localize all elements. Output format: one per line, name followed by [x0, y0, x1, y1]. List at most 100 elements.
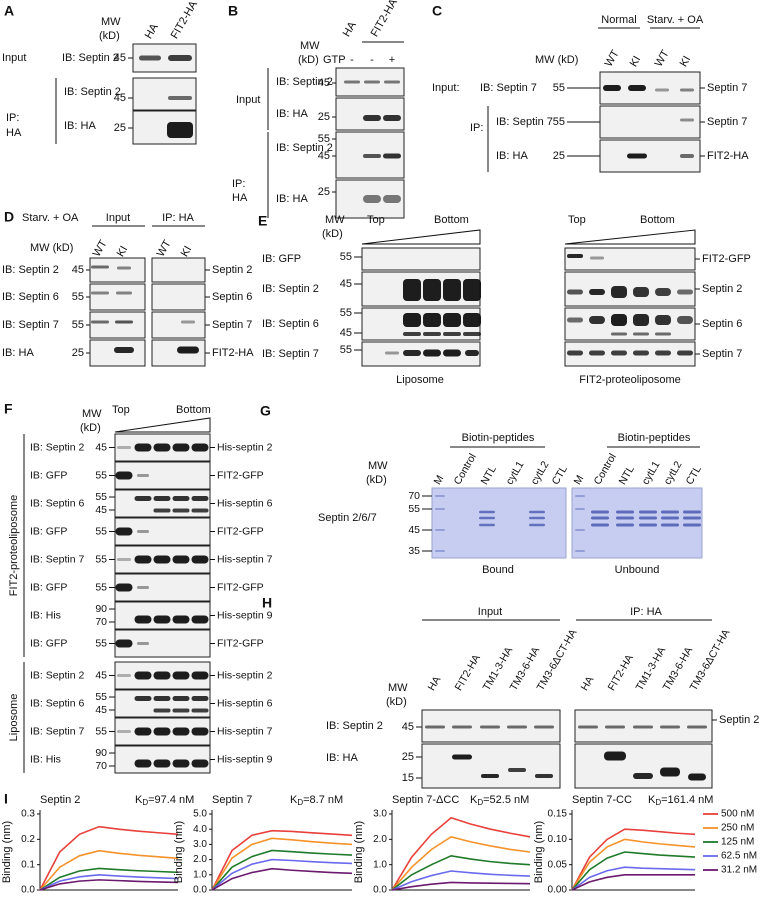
band [481, 774, 499, 778]
band [137, 586, 149, 589]
label: IB: HA [326, 752, 358, 764]
label: IB: Septin 6 [30, 697, 84, 709]
band [191, 727, 209, 736]
label: Input: [432, 82, 460, 94]
band [153, 615, 171, 624]
label: IB: GFP [30, 637, 67, 649]
blot [151, 339, 206, 367]
group-label: Liposome [8, 694, 20, 742]
kd-annotation: KD=52.5 nM [470, 794, 529, 807]
label: Biotin-peptides [462, 432, 535, 444]
label: 45 [318, 77, 330, 89]
gel [431, 487, 567, 559]
gel-band [575, 495, 585, 497]
y-tick-label: 0.1 [21, 859, 35, 870]
label: 15 [402, 772, 414, 784]
band [91, 265, 109, 269]
y-tick-label: 3.0 [193, 839, 207, 850]
y-tick-label: 4.0 [193, 824, 207, 835]
y-tick-label: 1.0 [373, 859, 387, 870]
label: 25 [72, 347, 84, 359]
band [383, 153, 401, 159]
band [191, 555, 209, 564]
label: IB: Septin 2 [64, 86, 121, 98]
label: HA [426, 674, 444, 693]
label: MW (kD) [30, 242, 73, 254]
band [134, 496, 152, 501]
label: Starv. + OA [22, 212, 79, 224]
label: cytL1 [504, 459, 527, 487]
label: HA [341, 19, 359, 39]
label: IB: GFP [30, 581, 67, 593]
group-label: FIT2-proteoliposome [8, 495, 20, 597]
band [403, 279, 421, 301]
band [137, 474, 149, 477]
band [172, 496, 190, 501]
label: Normal [601, 14, 636, 26]
band [191, 496, 209, 501]
label: IB: Septin 6 [262, 318, 319, 330]
band [423, 279, 441, 301]
label: 55 [553, 116, 565, 128]
label: FIT2-HA [169, 0, 201, 41]
label: MW (kD) [535, 54, 578, 66]
band [633, 773, 653, 779]
blot [599, 105, 701, 139]
label: 25 [402, 751, 414, 763]
label: Input [478, 606, 502, 618]
y-tick-label: 2.0 [193, 854, 207, 865]
band [137, 530, 149, 533]
band [688, 773, 706, 781]
gel-band [575, 508, 585, 510]
label: IB: Septin 7 [30, 553, 84, 565]
y-tick-label: 0.10 [548, 834, 568, 845]
legend-label: 250 nM [721, 823, 754, 834]
gel-band [575, 550, 585, 552]
gel-band [683, 523, 701, 527]
label: WT [653, 48, 672, 69]
series-line [571, 874, 695, 891]
kd-subscript: D [655, 798, 661, 807]
series-line [211, 858, 353, 891]
y-tick-label: 2.0 [373, 834, 387, 845]
gel-band [479, 523, 495, 527]
band [153, 708, 171, 713]
label: MW [368, 460, 388, 472]
label: IB: Septin 2 [30, 441, 84, 453]
y-tick-label: 0.3 [21, 809, 35, 820]
gel-band [479, 510, 495, 514]
band [589, 289, 605, 295]
band [153, 555, 171, 564]
label: IB: HA [64, 120, 96, 132]
band [385, 351, 399, 355]
label: MW [101, 16, 121, 28]
y-axis-label: Binding (nm) [353, 821, 365, 883]
label: Control [452, 452, 479, 487]
legend-label: 125 nM [721, 837, 754, 848]
band [567, 350, 583, 356]
label: IB: Septin 2 [2, 264, 59, 276]
band [655, 350, 671, 356]
band [114, 347, 134, 353]
band [633, 725, 653, 729]
y-tick-label: 0.15 [548, 809, 568, 820]
label: HA [143, 21, 161, 41]
panel-letter: D [4, 209, 14, 225]
label: IP: [232, 178, 245, 190]
band [578, 725, 598, 729]
series-line [571, 866, 696, 891]
label: cytL2 [662, 459, 685, 487]
band [403, 332, 421, 336]
label: FIT2-proteoliposome [579, 374, 681, 386]
label: Control [592, 452, 619, 487]
band [172, 696, 190, 701]
label: Septin 7 [707, 116, 747, 128]
label: MW [325, 214, 345, 226]
y-tick-label: 0.0 [193, 885, 207, 896]
label: IB: Septin 2 [276, 76, 333, 88]
kd-symbol: K [470, 794, 478, 806]
chart-title: Septin 7-ΔCC [392, 794, 459, 806]
label: Bottom [640, 214, 675, 226]
legend-label: 31.2 nM [721, 865, 757, 876]
